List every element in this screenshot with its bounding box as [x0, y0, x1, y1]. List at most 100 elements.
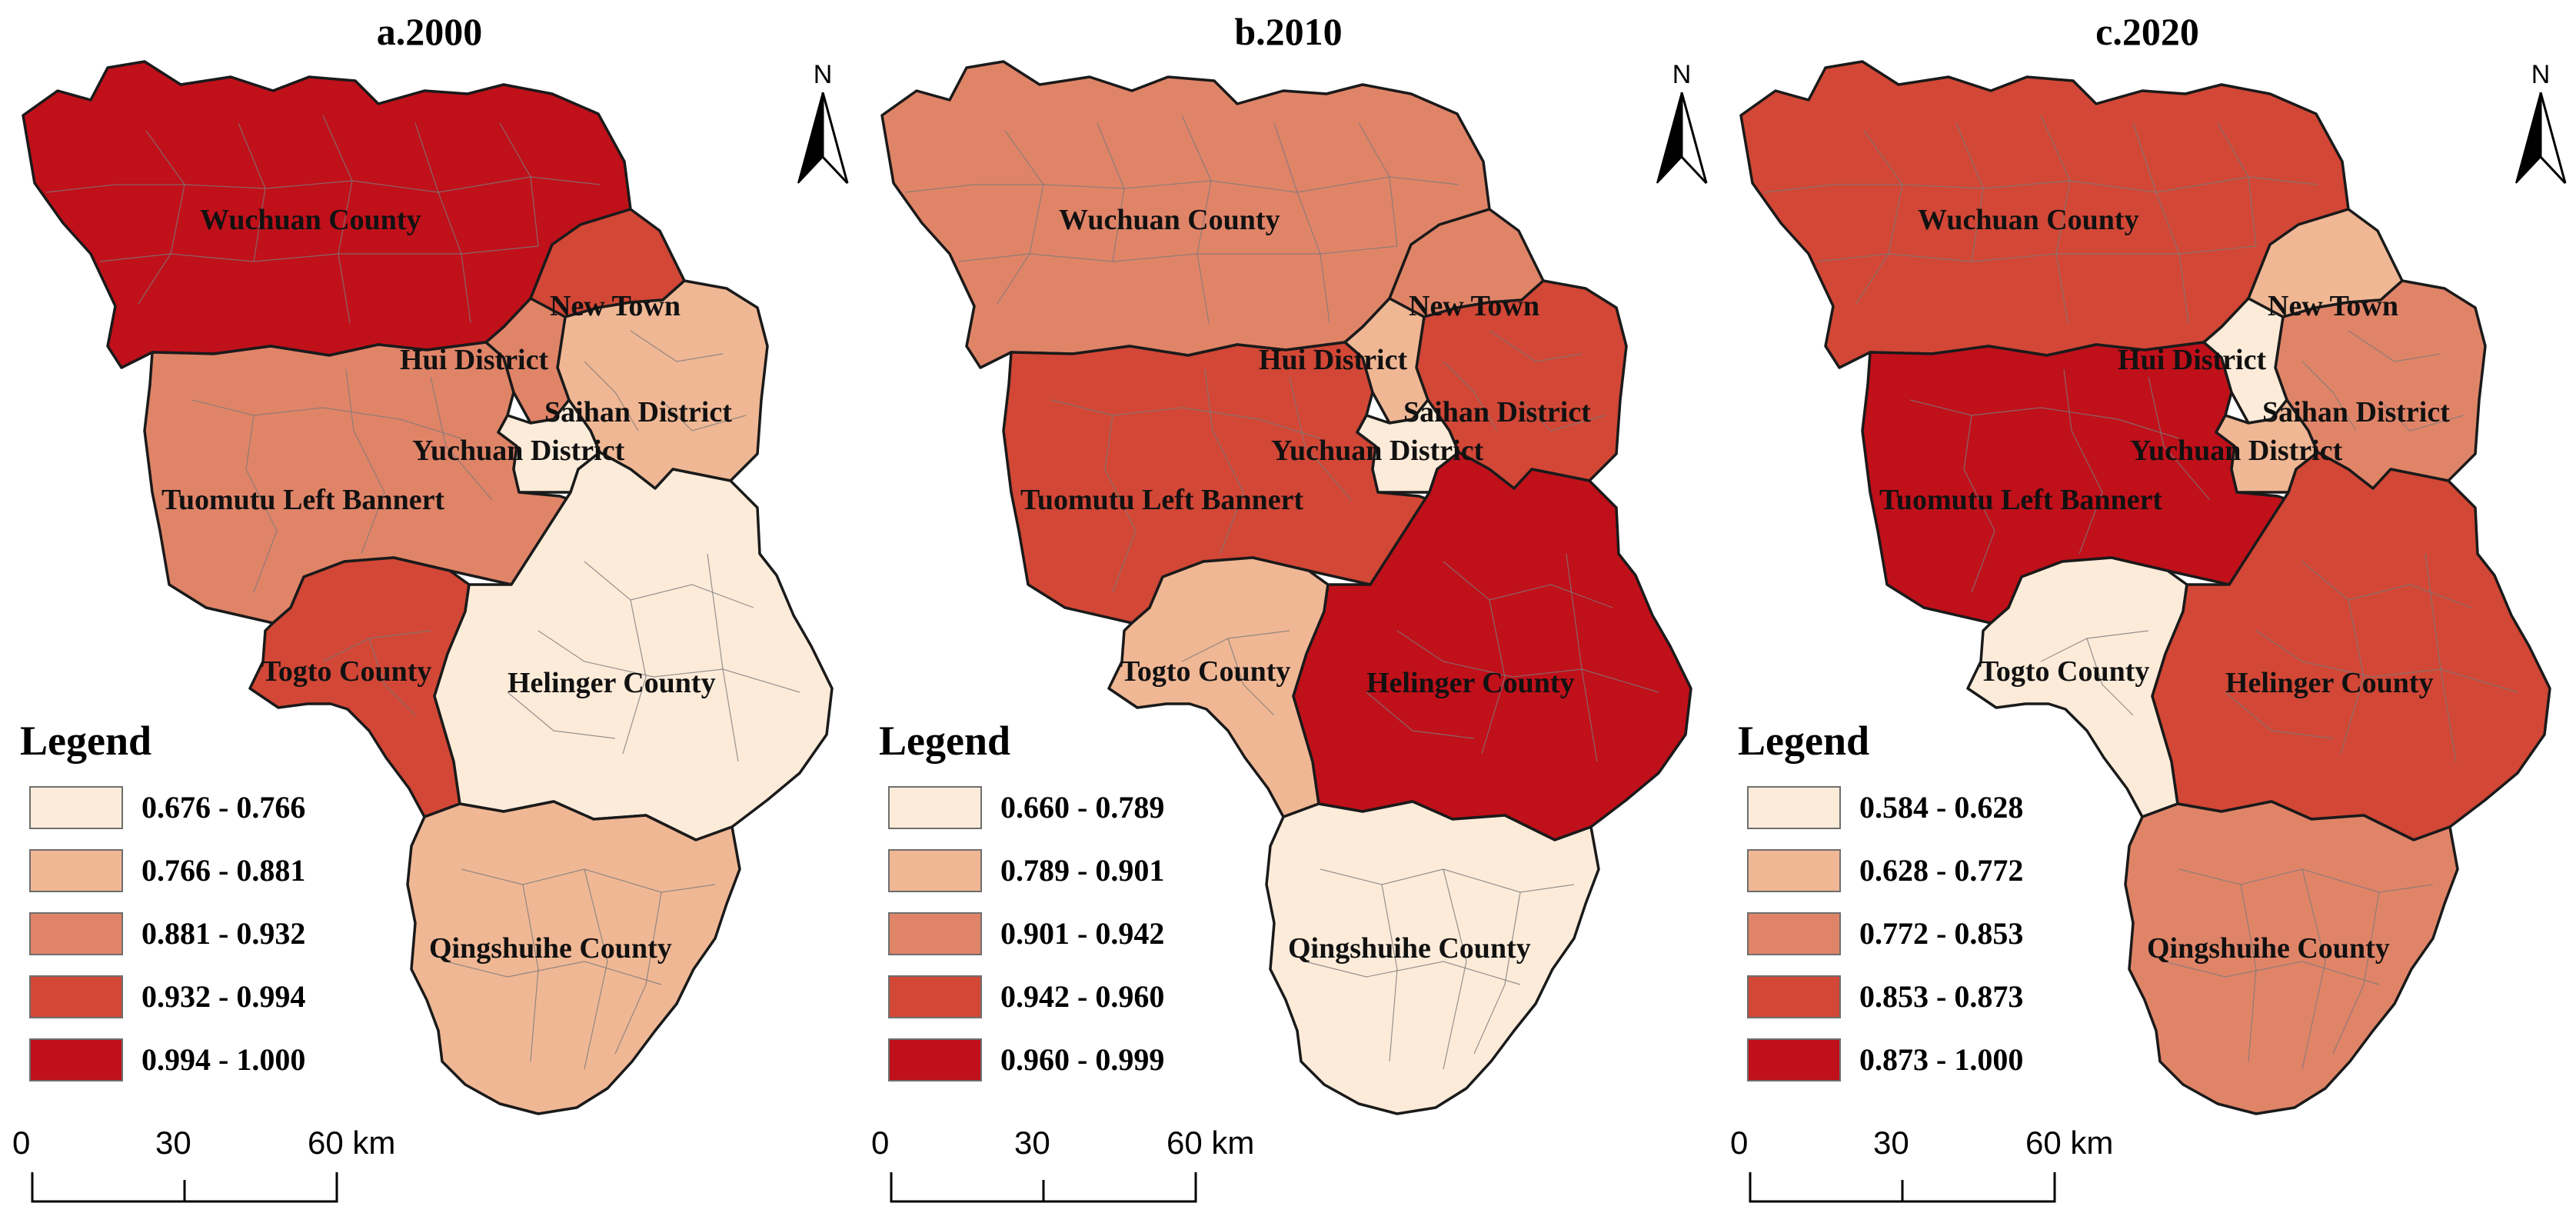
township-boundary — [1289, 376, 1352, 501]
legend-label: 0.994 - 1.000 — [141, 1042, 306, 1077]
township-boundary — [1443, 361, 1498, 432]
township-boundary — [1050, 399, 1321, 439]
region-label-wuchuan: Wuchuan County — [1918, 204, 2139, 236]
scale-bar: 0 30 60 km — [871, 1125, 1254, 1209]
legend-label: 0.873 - 1.000 — [1859, 1042, 2024, 1077]
legend-label: 0.584 - 0.628 — [1859, 790, 2024, 825]
region-togto[interactable] — [248, 556, 471, 818]
region-label-helinger: Helinger County — [1366, 667, 1575, 699]
scale-bar-line — [31, 1172, 338, 1203]
township-boundaries — [45, 115, 800, 1070]
region-label-qingshuihe: Qingshuihe County — [2147, 932, 2390, 965]
township-boundary — [322, 115, 353, 324]
township-boundary — [630, 330, 724, 362]
township-boundary — [1273, 122, 1330, 324]
township-boundary — [2163, 961, 2380, 985]
township-boundary — [1366, 691, 1475, 739]
region-label-qingshuihe: Qingshuihe County — [429, 932, 672, 965]
region-label-newtown: New Town — [1409, 290, 1539, 322]
township-boundary — [584, 561, 754, 608]
north-arrow-icon — [2515, 92, 2567, 185]
region-label-yuchuan: Yuchuan District — [412, 435, 625, 467]
legend-swatch — [29, 912, 123, 955]
region-togto[interactable] — [1966, 556, 2188, 818]
township-boundary — [2425, 553, 2457, 762]
region-label-hui: Hui District — [1259, 344, 1407, 376]
township-boundary — [322, 630, 431, 662]
township-boundary — [414, 122, 471, 324]
township-boundary — [2132, 122, 2189, 324]
township-boundary — [1104, 415, 1137, 593]
township-boundary — [537, 630, 800, 693]
legend-swatch — [888, 849, 982, 892]
region-label-tuomutu: Tuomutu Left Bannert — [1879, 484, 2162, 516]
region-label-helinger: Helinger County — [508, 667, 716, 699]
legend-title: Legend — [20, 718, 152, 764]
region-label-newtown: New Town — [2268, 290, 2398, 322]
region-label-qingshuihe: Qingshuihe County — [1288, 932, 1531, 965]
township-boundary — [1489, 330, 1583, 362]
legend-swatch — [888, 975, 982, 1018]
legend-swatch — [29, 786, 123, 829]
township-boundary — [958, 245, 1398, 262]
township-boundary — [997, 130, 1044, 305]
region-togto[interactable] — [1107, 556, 1330, 818]
legend-label: 0.881 - 0.932 — [141, 916, 306, 951]
township-boundary — [1181, 115, 1212, 324]
map-panel: b.2010 Wuchuan County Tuomutu Left Bannert… — [859, 0, 1718, 1223]
township-boundary — [1855, 130, 1903, 305]
township-boundary — [661, 399, 747, 432]
legend-label: 0.932 - 0.994 — [141, 979, 306, 1014]
legend-swatch — [888, 1038, 982, 1081]
legend-label: 0.660 - 0.789 — [1000, 790, 1165, 825]
township-boundary — [2340, 599, 2365, 755]
panel-title: a.2000 — [376, 10, 483, 53]
township-boundary — [707, 553, 739, 762]
township-boundary — [1481, 599, 1506, 755]
legend-label: 0.901 - 0.942 — [1000, 916, 1165, 951]
region-label-wuchuan: Wuchuan County — [1059, 204, 1280, 236]
township-boundary — [1443, 561, 1613, 608]
township-boundary — [2301, 361, 2357, 432]
township-boundary — [99, 245, 539, 262]
region-qingshuihe[interactable] — [406, 800, 741, 1115]
township-boundary — [191, 399, 462, 439]
north-arrow: N — [792, 60, 854, 191]
region-qingshuihe[interactable] — [1265, 800, 1600, 1115]
choropleth-map: Wuchuan County Tuomutu Left Bannert New To… — [22, 60, 834, 1115]
region-label-newtown: New Town — [550, 290, 681, 322]
legend-label: 0.960 - 0.999 — [1000, 1042, 1165, 1077]
scale-tick-label: 30 — [1014, 1125, 1050, 1161]
region-label-tuomutu: Tuomutu Left Bannert — [1020, 484, 1303, 516]
township-boundary — [622, 599, 647, 755]
township-boundary — [1963, 415, 1995, 593]
region-label-togto: Togto County — [1979, 655, 2149, 688]
north-label: N — [1672, 60, 1692, 89]
township-boundary — [2332, 891, 2380, 1055]
township-boundary — [445, 961, 662, 985]
township-boundary — [1304, 961, 1521, 985]
township-boundary — [2378, 399, 2465, 432]
legend-swatch — [1747, 1038, 1841, 1081]
legend-label: 0.772 - 0.853 — [1859, 916, 2024, 951]
township-boundary — [1909, 399, 2180, 439]
choropleth-map: Wuchuan County Tuomutu Left Bannert New To… — [1739, 60, 2551, 1115]
region-qingshuihe[interactable] — [2124, 800, 2459, 1115]
scale-tick-label: 60 km — [1167, 1125, 1255, 1161]
north-arrow: N — [1651, 60, 1712, 191]
scale-tick-label: 0 — [1730, 1125, 1749, 1161]
legend-swatch — [888, 786, 982, 829]
choropleth-map: Wuchuan County Tuomutu Left Bannert New To… — [880, 60, 1692, 1115]
legend-swatch — [1747, 786, 1841, 829]
region-label-helinger: Helinger County — [2225, 667, 2434, 699]
legend-title: Legend — [879, 718, 1011, 764]
region-label-saihan: Saihan District — [2262, 396, 2450, 428]
legend-label: 0.942 - 0.960 — [1000, 979, 1165, 1014]
township-boundary — [138, 130, 185, 305]
township-boundary — [584, 361, 639, 432]
township-boundary — [614, 891, 662, 1055]
region-label-togto: Togto County — [261, 655, 431, 688]
township-boundary — [1204, 368, 1244, 555]
township-boundaries — [1763, 115, 2518, 1070]
township-boundary — [1473, 891, 1521, 1055]
